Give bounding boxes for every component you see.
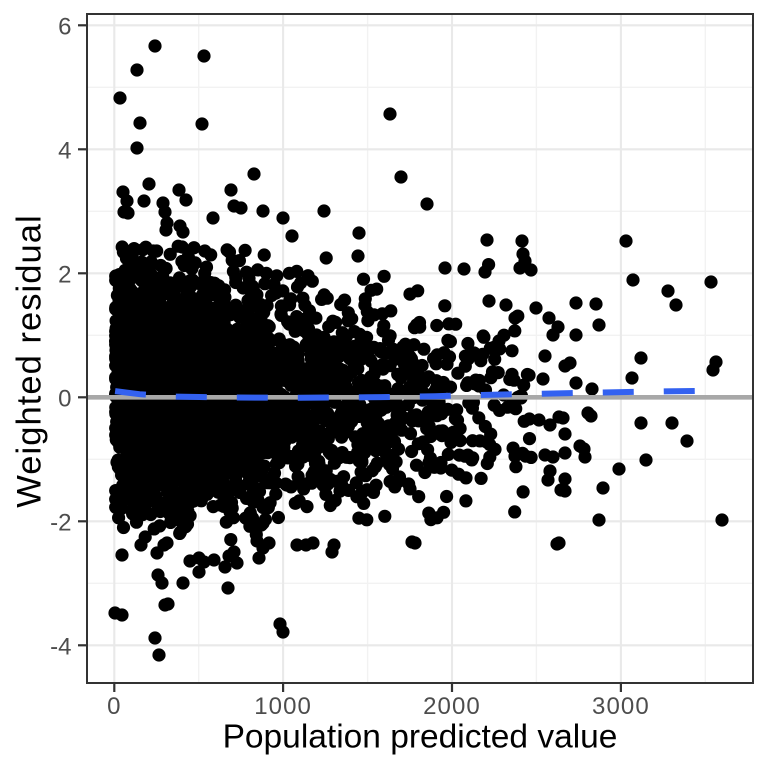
svg-text:-4: -4 [50, 633, 71, 660]
svg-text:2: 2 [58, 261, 71, 288]
svg-text:Population predicted value: Population predicted value [223, 719, 618, 756]
svg-text:3000: 3000 [592, 693, 650, 720]
svg-text:-2: -2 [50, 509, 71, 536]
svg-text:2000: 2000 [423, 693, 481, 720]
svg-text:6: 6 [58, 13, 71, 40]
svg-text:0: 0 [107, 693, 121, 720]
svg-text:1000: 1000 [254, 693, 312, 720]
svg-text:Weighted residual: Weighted residual [11, 214, 49, 507]
svg-text:0: 0 [58, 385, 71, 412]
svg-text:4: 4 [58, 137, 71, 164]
